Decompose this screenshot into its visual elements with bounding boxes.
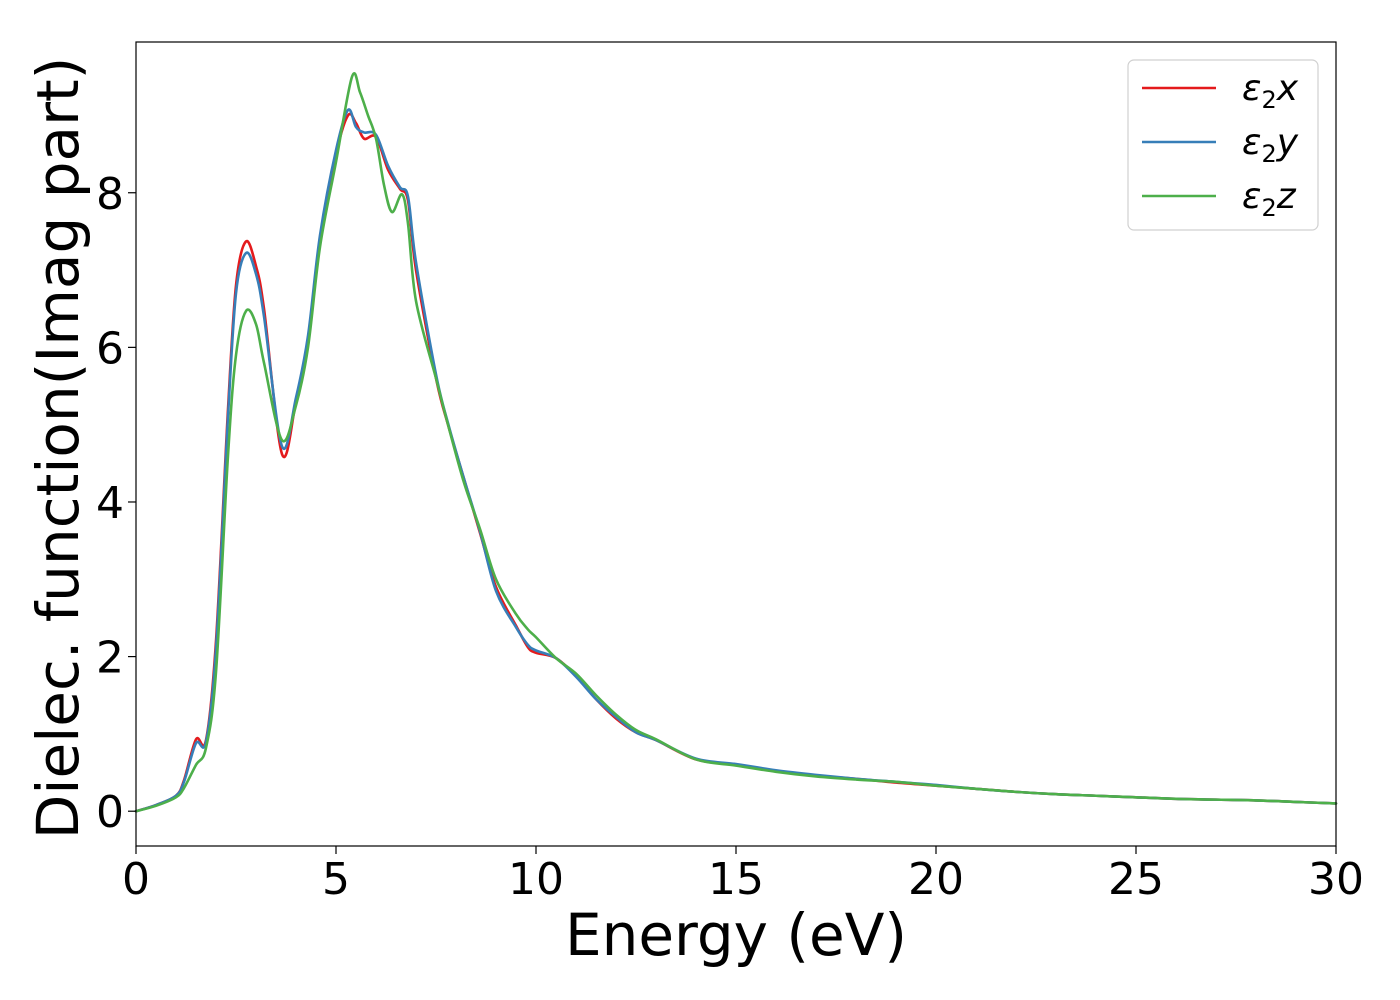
x-axis: 0 5 10 15 20 25 30 (122, 846, 1364, 905)
x-tick-label: 25 (1108, 854, 1164, 905)
y-axis-title: Dielec. function(Imag part) (24, 57, 92, 840)
legend-component: x (1276, 68, 1299, 109)
y-tick-label: 6 (96, 323, 124, 374)
legend-subscript: 2 (1261, 194, 1276, 222)
x-tick-label: 30 (1308, 854, 1364, 905)
legend-subscript: 2 (1261, 86, 1276, 114)
legend-box (1127, 59, 1319, 231)
y-tick-label: 4 (96, 478, 124, 529)
y-tick-label: 0 (96, 787, 124, 838)
legend-symbol: ε (1242, 68, 1261, 109)
series-line-3 (134, 72, 1338, 813)
x-tick-label: 20 (908, 854, 964, 905)
legend-component: z (1276, 176, 1297, 217)
x-tick-label: 5 (322, 854, 350, 905)
legend-symbol: ε (1242, 176, 1261, 217)
x-tick-label: 10 (508, 854, 564, 905)
y-axis: 0 2 4 6 8 (96, 169, 136, 838)
x-tick-label: 0 (122, 854, 150, 905)
legend-symbol: ε (1242, 122, 1261, 163)
y-tick-label: 2 (96, 633, 124, 684)
series-layer (134, 72, 1338, 813)
legend-subscript: 2 (1261, 140, 1276, 168)
legend-label-2: ε2y (1242, 122, 1299, 168)
y-tick-label: 8 (96, 169, 124, 220)
x-tick-label: 15 (708, 854, 764, 905)
legend-label-3: ε2z (1242, 176, 1297, 222)
legend-label-1: ε2x (1242, 68, 1299, 114)
x-axis-title: Energy (eV) (565, 901, 907, 969)
legend-component: y (1276, 122, 1299, 163)
